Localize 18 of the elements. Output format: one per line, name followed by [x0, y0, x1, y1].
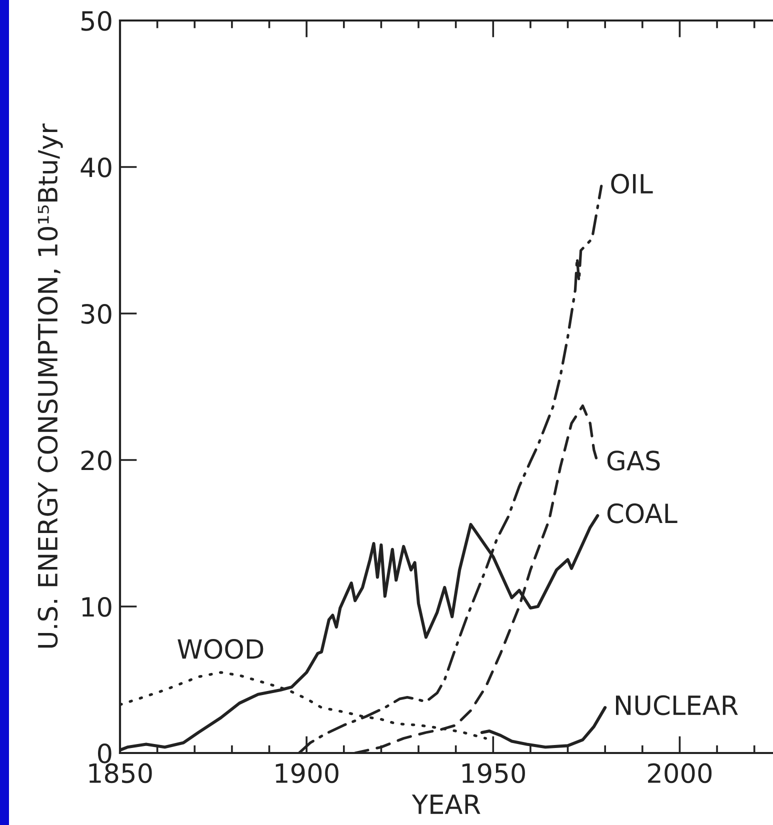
- x-tick-label: 2000: [648, 763, 712, 784]
- y-axis-title: U.S. ENERGY CONSUMPTION, 10¹⁵Btu/yr: [38, 124, 63, 648]
- y-tick-label: 10: [82, 596, 112, 617]
- y-tick-label: 40: [80, 157, 112, 178]
- y-tick-label: 0: [98, 743, 112, 764]
- series-label: GAS: [607, 450, 660, 471]
- x-tick-label: 1850: [89, 763, 152, 784]
- x-axis-title: YEAR: [412, 794, 480, 814]
- y-tick-label: 20: [81, 450, 112, 470]
- line-series: [480, 706, 607, 749]
- x-tick-label: 1900: [276, 763, 338, 784]
- y-tick-label: 30: [81, 304, 112, 324]
- series-label: NUCLEAR: [616, 695, 738, 716]
- series-label: WOOD: [178, 639, 264, 659]
- x-tick-label: 1950: [462, 763, 525, 784]
- y-tick-label: 50: [82, 10, 112, 31]
- series-label: COAL: [607, 503, 678, 524]
- series-label: OIL: [611, 174, 653, 194]
